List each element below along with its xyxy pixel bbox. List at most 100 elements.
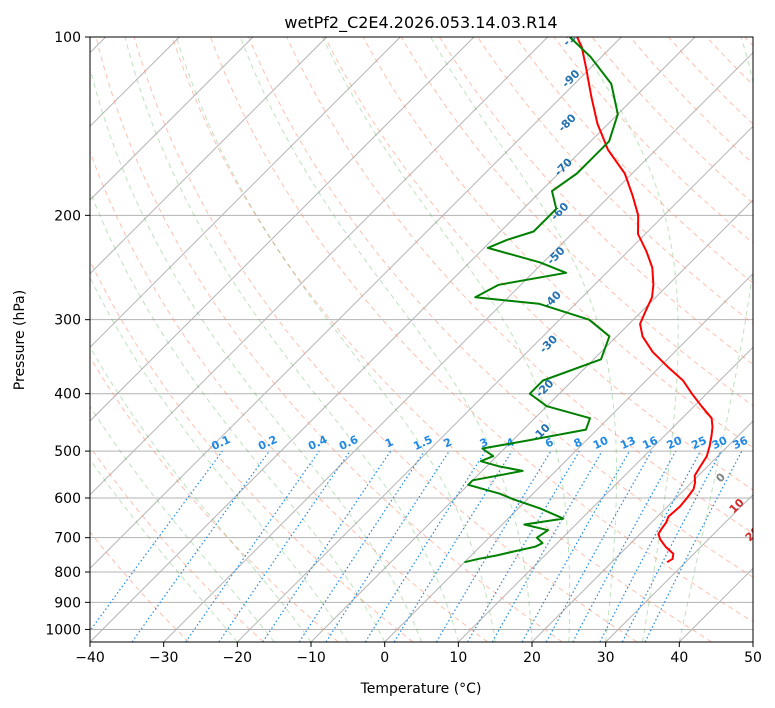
x-tick-label: −30 — [149, 650, 179, 666]
mixing-ratio-label: 0.6 — [337, 433, 360, 453]
moist-adiabat-line — [90, 458, 238, 642]
dry-adiabat-line — [744, 37, 753, 47]
dewpoint-line — [464, 37, 619, 564]
dry-adiabat-line — [133, 37, 638, 642]
mixing-ratio-line — [393, 450, 513, 642]
moist-adiabats — [90, 37, 753, 642]
moist-adiabat-line — [574, 37, 679, 642]
y-axis-label: Pressure (hPa) — [12, 290, 28, 390]
isotherm-line — [90, 37, 475, 422]
isobar-lines — [90, 37, 753, 630]
isotherm-line — [384, 272, 753, 642]
dry-adiabat-line — [668, 37, 753, 125]
mixing-ratio-line — [90, 450, 223, 632]
mixing-ratio-line — [262, 450, 392, 642]
dry-adiabat-label: -70 — [552, 155, 575, 178]
dry-adiabat-line — [400, 37, 753, 407]
moist-adiabat-line — [90, 345, 312, 642]
mixing-ratio-label: 1 — [383, 435, 395, 450]
dry-adiabat-label: 10 — [727, 496, 747, 516]
dry-adiabat-label: -80 — [556, 111, 579, 134]
plot-area: -100-90-80-70-60-50-40-30-20-10010203040… — [90, 20, 775, 642]
dry-adiabat-line — [515, 37, 753, 284]
mixing-ratio-line — [325, 450, 450, 642]
y-tick-label: 600 — [54, 491, 81, 507]
dry-adiabat-line — [171, 37, 712, 642]
mixing-ratio-label: 8 — [572, 435, 584, 450]
isotherm-line — [605, 493, 753, 642]
mixing-ratio-labels: 0.1 0.2 0.4 0.6 1 1.5 2 3 4 6 8 10 13 16 20 25 30 36 — [209, 433, 750, 453]
dry-adiabat-label: 20 — [743, 524, 763, 544]
mixing-ratio-label: 1.5 — [411, 433, 434, 453]
x-tick-label: 30 — [597, 650, 615, 666]
isotherm-lines — [90, 37, 753, 642]
y-tick-label: 100 — [54, 30, 81, 46]
isotherm-line — [90, 37, 622, 570]
moist-adiabat-line — [90, 276, 349, 642]
isotherm-line — [90, 37, 254, 201]
mixing-ratio-line — [644, 450, 743, 642]
dry-adiabats — [90, 37, 753, 642]
dry-adiabat-line — [90, 445, 264, 642]
mixing-ratio-line — [572, 450, 677, 642]
mixing-ratio-label: 13 — [618, 434, 637, 452]
isotherm-line — [531, 420, 753, 642]
x-tick-label: 10 — [449, 650, 467, 666]
y-tick-label: 300 — [54, 313, 81, 329]
dry-adiabat-line — [90, 356, 339, 642]
dry-adiabat-label: 30 — [759, 552, 775, 572]
dry-adiabat-label: -60 — [548, 200, 571, 223]
dry-adiabat-label: -50 — [544, 244, 567, 267]
moist-adiabat-line — [90, 65, 422, 642]
dry-adiabat-label: -100 — [560, 20, 589, 49]
isotherm-line — [163, 51, 753, 642]
isotherm-line — [457, 346, 753, 642]
mixing-ratio-label: 36 — [731, 434, 751, 452]
isotherm-line — [90, 37, 549, 496]
mixing-ratio-label: 0.4 — [306, 433, 329, 453]
sounding-series — [464, 37, 714, 564]
dry-adiabat-line — [90, 150, 488, 642]
dry-adiabat-line — [591, 37, 753, 204]
mixing-ratio-line — [364, 450, 486, 642]
x-tick-label: 0 — [380, 650, 389, 666]
mixing-ratio-label: 20 — [665, 434, 685, 452]
y-tick-label: 400 — [54, 387, 81, 403]
moist-adiabat-line — [175, 37, 496, 642]
isotherm-line — [90, 37, 328, 275]
mixing-ratio-lines — [90, 450, 743, 642]
isotherm-line — [90, 37, 696, 642]
y-tick-label: 500 — [54, 444, 81, 460]
mixing-ratio-label: 30 — [710, 434, 730, 452]
mixing-ratio-label: 25 — [689, 434, 708, 452]
y-axis-ticks: 100 200 300 400 500 600 700 800 900 1000 — [45, 30, 90, 638]
mixing-ratio-line — [545, 450, 653, 642]
mixing-ratio-label: 0.1 — [209, 433, 232, 453]
chart-title: wetPf2_C2E4.2026.053.14.03.R14 — [284, 13, 557, 33]
temperature-line — [576, 37, 714, 564]
mixing-ratio-line — [521, 450, 631, 642]
mixing-ratio-line — [131, 450, 270, 642]
mixing-ratio-line — [218, 450, 351, 642]
x-tick-label: 40 — [670, 650, 688, 666]
moist-adiabat-line — [239, 37, 533, 642]
dry-adiabat-line — [248, 37, 753, 578]
moist-adiabat-line — [322, 37, 571, 642]
y-tick-label: 800 — [54, 565, 81, 581]
mixing-ratio-label: 10 — [591, 434, 611, 452]
x-tick-label: −10 — [296, 650, 326, 666]
plot-frame — [89, 36, 754, 643]
isotherm-line — [90, 37, 401, 349]
dry-adiabat-line — [286, 37, 753, 534]
dry-adiabat-label: 0 — [713, 470, 728, 485]
mixing-ratio-label: 16 — [640, 434, 660, 452]
moist-adiabat-line — [90, 405, 275, 642]
dry-adiabat-label: -90 — [559, 67, 582, 90]
y-tick-label: 1000 — [45, 622, 81, 638]
dry-adiabat-label: -30 — [537, 332, 560, 355]
mixing-ratio-line — [298, 450, 425, 642]
mixing-ratio-label: 0.2 — [256, 433, 279, 453]
y-tick-label: 700 — [54, 531, 81, 547]
dry-adiabat-line — [90, 259, 414, 642]
